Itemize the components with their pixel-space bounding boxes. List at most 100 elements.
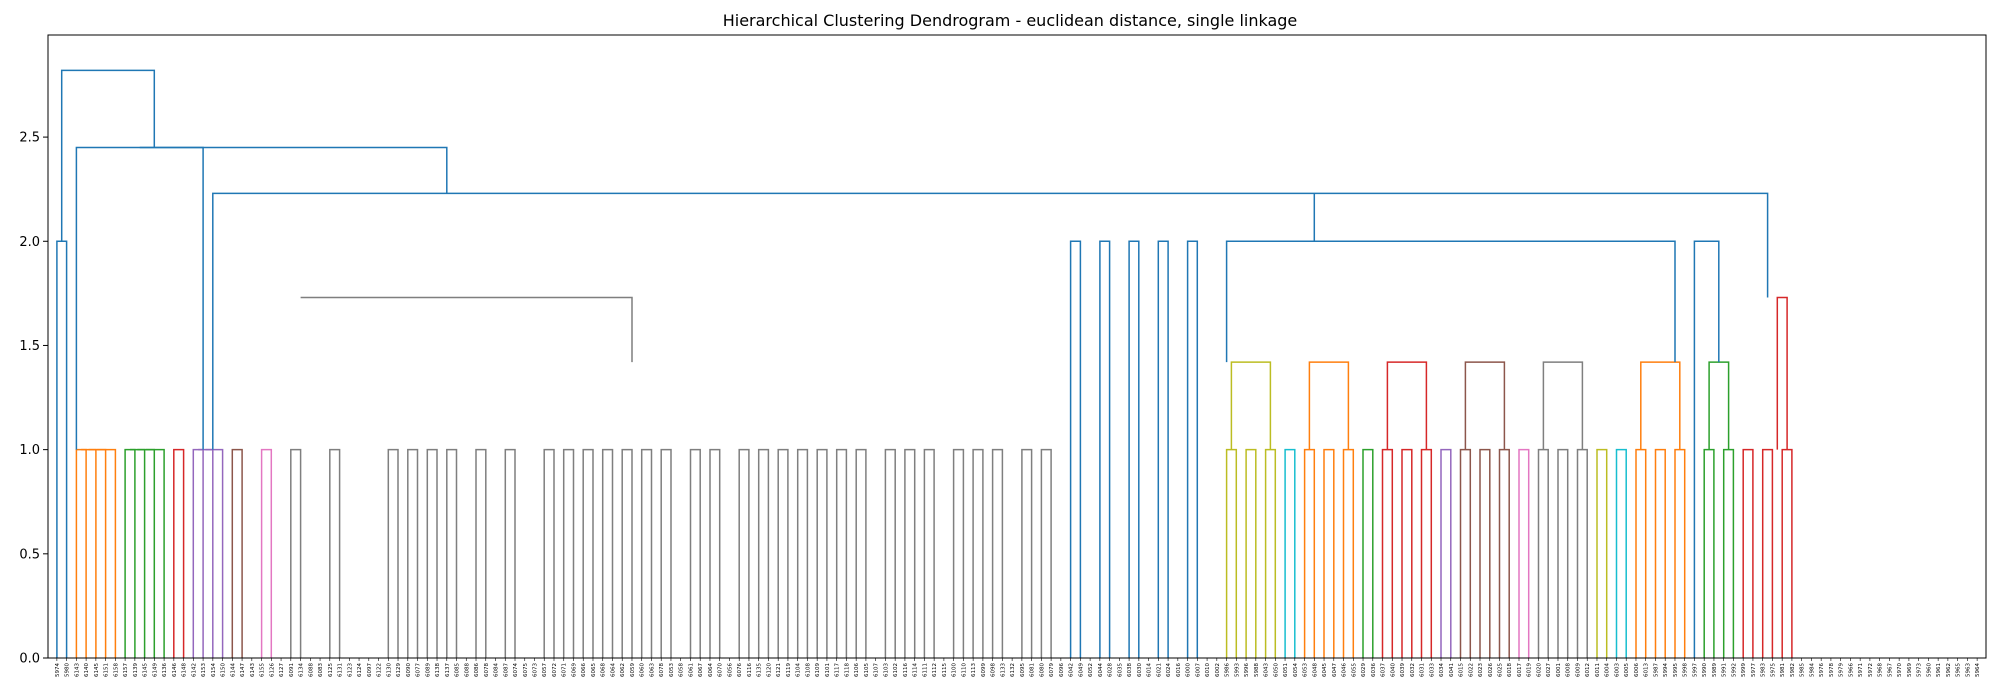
leaf-label-109: 6035 [1117, 663, 1123, 677]
leaf-label-185: 5971 [1858, 663, 1864, 677]
leaf-label-47: 6074 [513, 663, 519, 677]
dendrogram-link-72 [1518, 448, 1530, 658]
leaf-label-116: 6000 [1186, 663, 1192, 677]
leaf-label-61: 6063 [650, 663, 656, 677]
leaf-label-9: 6145 [143, 663, 149, 677]
dendrogram-link-83 [1703, 448, 1715, 658]
leaf-label-147: 6026 [1488, 663, 1494, 677]
leaf-label-104: 6042 [1069, 663, 1075, 677]
dendrogram-link-56 [1230, 361, 1272, 450]
leaf-label-6: 6158 [113, 663, 119, 677]
dendrogram-link-76 [1542, 361, 1584, 450]
y-tick-label-2: 1.0 [19, 443, 40, 458]
leaf-label-5: 6151 [104, 663, 110, 677]
leaf-label-32: 6097 [367, 663, 373, 677]
leaf-label-159: 6004 [1605, 663, 1611, 677]
leaf-label-36: 6090 [406, 663, 412, 677]
leaf-label-173: 5999 [1741, 663, 1747, 677]
leaf-label-158: 6011 [1595, 663, 1601, 677]
dendrogram-link-32 [757, 448, 770, 658]
leaf-label-111: 6030 [1137, 663, 1143, 677]
dendrogram-link-82 [1640, 361, 1681, 450]
leaf-label-3: 6140 [84, 663, 90, 677]
leaf-label-10: 6149 [152, 663, 158, 677]
leaf-label-155: 6008 [1566, 663, 1572, 677]
leaf-label-78: 6109 [815, 663, 821, 677]
dendrogram-link-23 [562, 448, 575, 658]
leaf-label-143: 6041 [1449, 663, 1455, 677]
leaf-label-187: 5968 [1878, 663, 1884, 677]
leaf-label-90: 6112 [932, 663, 938, 677]
dendrogram-link-13 [231, 448, 243, 658]
dendrogram-link-67 [1440, 448, 1452, 658]
leaf-label-141: 6033 [1429, 663, 1435, 677]
leaf-label-142: 6034 [1439, 663, 1445, 677]
leaf-label-151: 6019 [1527, 663, 1533, 677]
leaf-label-129: 6048 [1312, 663, 1318, 677]
leaf-label-7: 6157 [123, 663, 129, 677]
leaf-label-38: 6089 [425, 663, 431, 677]
leaf-label-162: 6006 [1634, 663, 1640, 677]
leaf-label-186: 5972 [1868, 663, 1874, 677]
dendrogram-link-7 [137, 448, 156, 658]
dendrogram-link-4 [97, 448, 117, 658]
leaf-label-84: 6107 [874, 663, 880, 677]
dendrogram-link-19 [446, 448, 458, 658]
leaf-label-170: 5989 [1712, 663, 1718, 677]
dendrogram-link-14 [260, 448, 273, 658]
leaf-label-157: 6012 [1585, 663, 1591, 677]
dendrogram-link-42 [972, 448, 984, 658]
dendrogram-link-24 [582, 448, 594, 658]
leaf-label-53: 6069 [572, 663, 578, 677]
leaf-label-195: 5965 [1956, 663, 1962, 677]
leaf-label-44: 6078 [484, 663, 490, 677]
leaf-label-16: 6154 [211, 663, 217, 677]
dendrogram-link-40 [923, 448, 935, 658]
leaf-label-18: 6144 [230, 663, 236, 677]
leaf-label-160: 6003 [1615, 663, 1621, 677]
leaf-label-69: 6056 [727, 663, 733, 677]
dendrogram-link-39 [904, 448, 916, 658]
dendrogram-link-18 [426, 448, 438, 658]
leaf-label-192: 5960 [1926, 663, 1932, 677]
leaf-label-91: 6115 [942, 663, 948, 677]
leaf-label-39: 6138 [435, 663, 441, 677]
dendrogram-link-46 [290, 448, 302, 658]
leaf-label-171: 5991 [1722, 663, 1728, 677]
dendrogram-link-21 [504, 448, 516, 658]
dendrogram-link-78 [1615, 448, 1627, 658]
dendrogram-link-90 [1225, 240, 1676, 363]
dendrogram-link-3 [88, 448, 107, 658]
dendrogram-link-71 [1464, 361, 1506, 450]
leaf-label-21: 6155 [260, 663, 266, 677]
dendrogram-link-17 [407, 448, 419, 658]
leaf-label-163: 6013 [1644, 663, 1650, 677]
leaf-label-79: 6101 [825, 663, 831, 677]
dendrogram-link-47 [300, 296, 633, 363]
leaf-label-25: 6134 [299, 663, 305, 677]
dendrogram-link-43 [991, 448, 1004, 658]
y-tick-label-5: 2.5 [19, 131, 40, 146]
dendrogram-link-91 [1693, 240, 1720, 658]
leaf-label-165: 5994 [1663, 663, 1669, 677]
leaf-label-168: 5997 [1692, 663, 1698, 677]
leaf-label-49: 6073 [533, 663, 539, 677]
leaf-label-2: 6143 [74, 663, 80, 677]
dendrogram-link-75 [1576, 448, 1588, 658]
leaf-label-76: 6104 [796, 663, 802, 677]
leaf-label-177: 5981 [1780, 663, 1786, 677]
dendrogram-link-5 [124, 448, 136, 658]
leaf-label-167: 5998 [1683, 663, 1689, 677]
leaf-label-114: 6024 [1166, 663, 1172, 677]
leaf-label-41: 6085 [455, 663, 461, 677]
leaf-label-197: 5964 [1975, 663, 1981, 677]
leaf-label-126: 6051 [1283, 663, 1289, 677]
dendrogram-link-51 [1157, 240, 1169, 658]
leaf-label-118: 6010 [1205, 663, 1211, 677]
leaf-label-50: 6057 [542, 663, 548, 677]
leaf-label-55: 6065 [591, 663, 597, 677]
leaf-label-196: 5963 [1965, 663, 1971, 677]
leaf-label-193: 5961 [1936, 663, 1942, 677]
leaf-label-17: 6150 [221, 663, 227, 677]
